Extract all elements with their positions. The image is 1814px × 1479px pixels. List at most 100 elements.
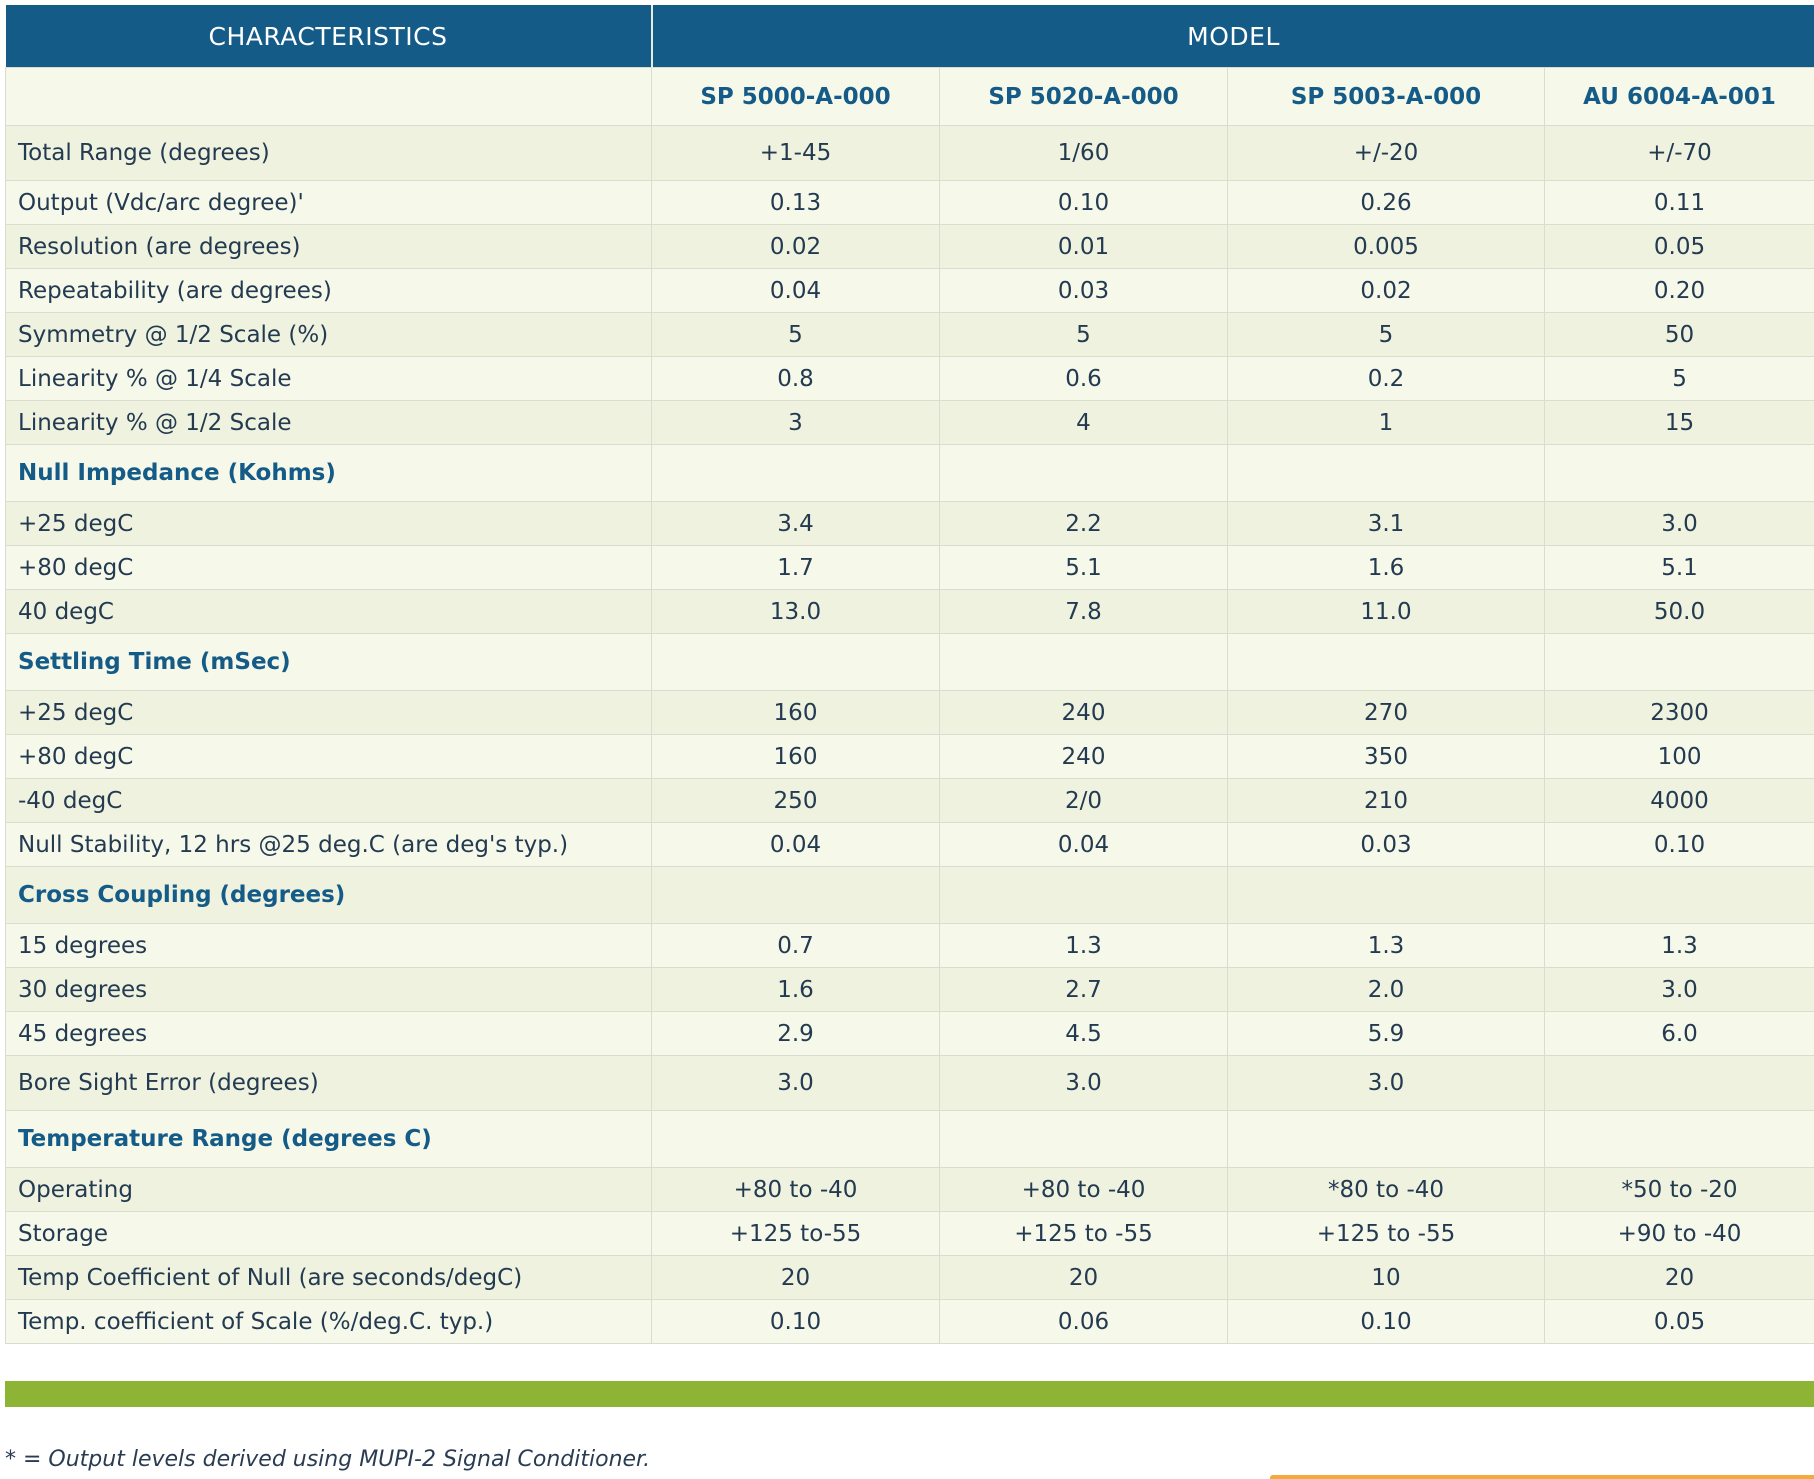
characteristics-header: CHARACTERISTICS	[5, 5, 653, 68]
row-label: Resolution (are degrees)	[5, 224, 652, 269]
section-blank-cell	[939, 444, 1228, 502]
value-cell: 0.05	[1543, 1299, 1814, 1344]
value-cell: 1.6	[651, 967, 940, 1012]
value-cell: 2/0	[939, 778, 1228, 823]
value-cell: *80 to -40	[1227, 1167, 1545, 1212]
value-cell: +125 to-55	[651, 1211, 940, 1256]
value-cell: 0.04	[651, 268, 940, 313]
section-blank-cell	[1227, 866, 1545, 924]
section-blank-cell	[1543, 1110, 1814, 1168]
value-cell: 0.005	[1227, 224, 1545, 269]
section-label: Null Impedance (Kohms)	[5, 444, 652, 502]
value-cell: 2.9	[651, 1011, 940, 1056]
table-header-row: CHARACTERISTICS MODEL	[5, 5, 1814, 68]
row-label: Symmetry @ 1/2 Scale (%)	[5, 312, 652, 357]
value-cell: *50 to -20	[1543, 1167, 1814, 1212]
row-label: 45 degrees	[5, 1011, 652, 1056]
value-cell: 13.0	[651, 589, 940, 634]
section-blank-cell	[1227, 633, 1545, 691]
value-cell: 240	[939, 690, 1228, 735]
value-cell: 5.1	[939, 545, 1228, 590]
value-cell: 50.0	[1543, 589, 1814, 634]
value-cell: +90 to -40	[1543, 1211, 1814, 1256]
value-cell: 3.0	[939, 1055, 1228, 1111]
section-row: Settling Time (mSec)	[5, 633, 1814, 691]
row-label: +80 degC	[5, 734, 652, 779]
row-label: Output (Vdc/arc degree)'	[5, 180, 652, 225]
table-row: Linearity % @ 1/2 Scale 3 4 1 15	[5, 400, 1814, 445]
value-cell: 350	[1227, 734, 1545, 779]
value-cell: 50	[1543, 312, 1814, 357]
row-label: +25 degC	[5, 501, 652, 546]
table-row: Operating +80 to -40 +80 to -40 *80 to -40 *…	[5, 1167, 1814, 1212]
value-cell: 20	[939, 1255, 1228, 1300]
value-cell: 11.0	[1227, 589, 1545, 634]
section-blank-cell	[651, 444, 940, 502]
section-blank-cell	[651, 866, 940, 924]
value-cell: 2.0	[1227, 967, 1545, 1012]
table-row: -40 degC 250 2/0 210 4000	[5, 778, 1814, 823]
value-cell: 5.1	[1543, 545, 1814, 590]
value-cell: +1-45	[651, 125, 940, 181]
value-cell: 0.03	[1227, 822, 1545, 867]
table-row: +80 degC 160 240 350 100	[5, 734, 1814, 779]
section-blank-cell	[1543, 444, 1814, 502]
value-cell: 4.5	[939, 1011, 1228, 1056]
value-cell: 15	[1543, 400, 1814, 445]
value-cell: 10	[1227, 1255, 1545, 1300]
row-label: -40 degC	[5, 778, 652, 823]
row-label: Repeatability (are degrees)	[5, 268, 652, 313]
section-label: Cross Coupling (degrees)	[5, 866, 652, 924]
model-name: SP 5000-A-000	[651, 67, 940, 126]
value-cell: 100	[1543, 734, 1814, 779]
value-cell: 0.7	[651, 923, 940, 968]
value-cell: 4	[939, 400, 1228, 445]
value-cell: 2.2	[939, 501, 1228, 546]
value-cell: 20	[651, 1255, 940, 1300]
value-cell: 4000	[1543, 778, 1814, 823]
table-row: 30 degrees 1.6 2.7 2.0 3.0	[5, 967, 1814, 1012]
value-cell: 5.9	[1227, 1011, 1545, 1056]
row-label: 30 degrees	[5, 967, 652, 1012]
table-row: Bore Sight Error (degrees) 3.0 3.0 3.0	[5, 1055, 1814, 1111]
value-cell: 5	[1543, 356, 1814, 401]
green-footer-bar	[5, 1381, 1814, 1407]
value-cell	[1543, 1055, 1814, 1111]
value-cell: 0.02	[651, 224, 940, 269]
row-label: Temp Coefficient of Null (are seconds/de…	[5, 1255, 652, 1300]
table-row: Storage +125 to-55 +125 to -55 +125 to -55 +…	[5, 1211, 1814, 1256]
table-row: 40 degC 13.0 7.8 11.0 50.0	[5, 589, 1814, 634]
spec-table: CHARACTERISTICS MODEL SP 5000-A-000 SP 5…	[5, 5, 1814, 1344]
table-row: +25 degC 160 240 270 2300	[5, 690, 1814, 735]
table-row: Total Range (degrees) +1-45 1/60 +/-20 +/-70	[5, 125, 1814, 181]
value-cell: 250	[651, 778, 940, 823]
table-row: Temp. coefficient of Scale (%/deg.C. typ…	[5, 1299, 1814, 1344]
section-label: Settling Time (mSec)	[5, 633, 652, 691]
value-cell: 1.3	[1227, 923, 1545, 968]
value-cell: 3.1	[1227, 501, 1545, 546]
value-cell: 3.4	[651, 501, 940, 546]
value-cell: 160	[651, 690, 940, 735]
value-cell: 5	[939, 312, 1228, 357]
value-cell: +125 to -55	[1227, 1211, 1545, 1256]
model-row-blank	[5, 67, 652, 126]
table-row: 15 degrees 0.7 1.3 1.3 1.3	[5, 923, 1814, 968]
section-blank-cell	[939, 866, 1228, 924]
table-row: Temp Coefficient of Null (are seconds/de…	[5, 1255, 1814, 1300]
table-row: 45 degrees 2.9 4.5 5.9 6.0	[5, 1011, 1814, 1056]
value-cell: 3.0	[1543, 501, 1814, 546]
value-cell: 0.10	[651, 1299, 940, 1344]
section-blank-cell	[1227, 1110, 1545, 1168]
table-row: Output (Vdc/arc degree)' 0.13 0.10 0.26 0.11	[5, 180, 1814, 225]
value-cell: 0.10	[1227, 1299, 1545, 1344]
value-cell: +/-20	[1227, 125, 1545, 181]
value-cell: 1.3	[939, 923, 1228, 968]
section-blank-cell	[651, 1110, 940, 1168]
section-row: Null Impedance (Kohms)	[5, 444, 1814, 502]
value-cell: 0.8	[651, 356, 940, 401]
table-row: +80 degC 1.7 5.1 1.6 5.1	[5, 545, 1814, 590]
section-blank-cell	[651, 633, 940, 691]
value-cell: 3.0	[1227, 1055, 1545, 1111]
value-cell: 7.8	[939, 589, 1228, 634]
value-cell: +/-70	[1543, 125, 1814, 181]
